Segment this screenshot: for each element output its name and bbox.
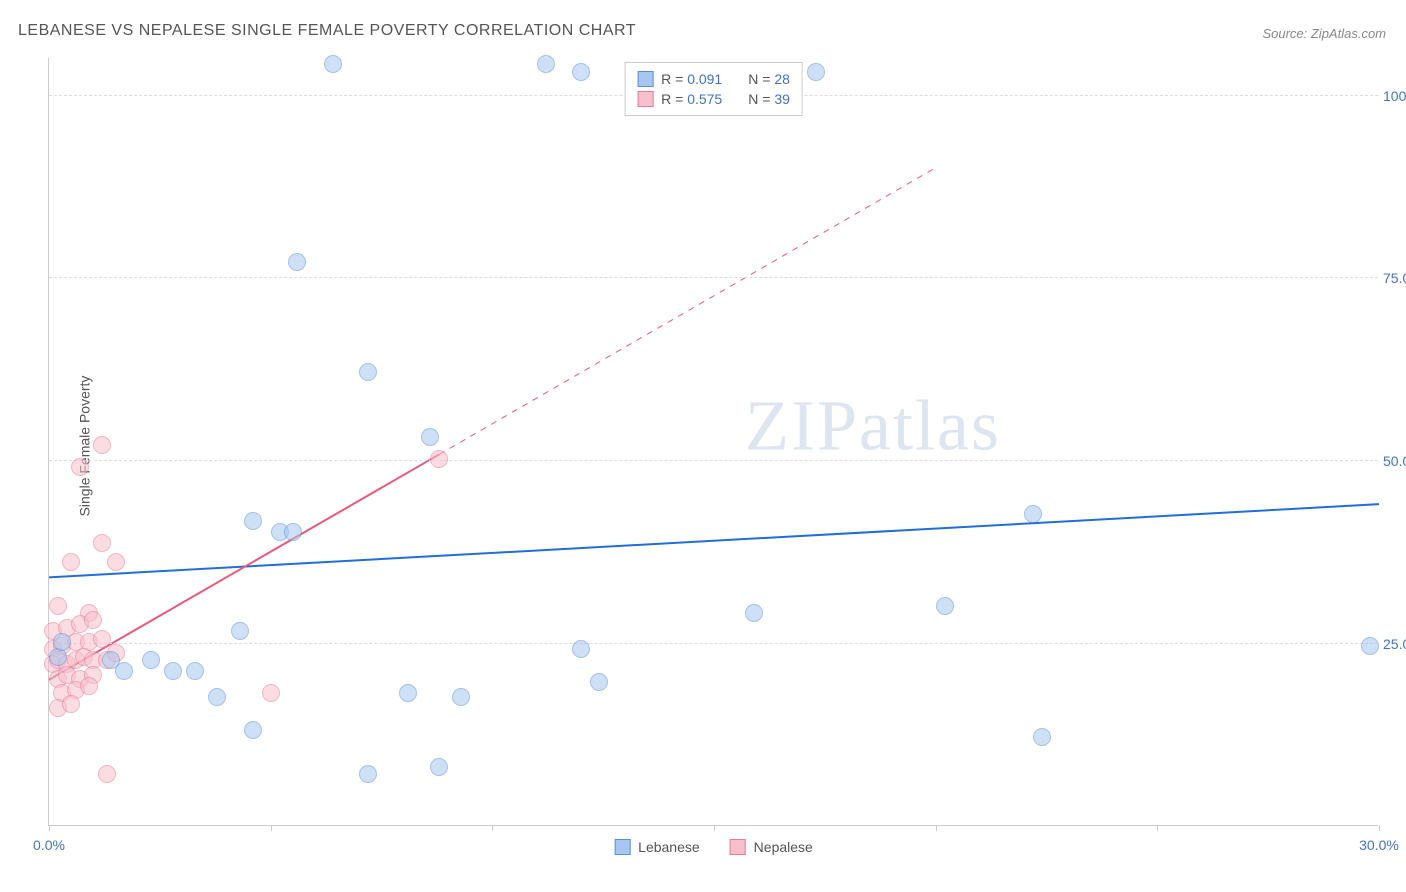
scatter-point-nepalese (62, 553, 80, 571)
scatter-point-lebanese (452, 688, 470, 706)
r-value-lebanese: 0.091 (687, 71, 722, 87)
x-tick (492, 825, 493, 831)
scatter-point-nepalese (98, 765, 116, 783)
legend-item-nepalese: Nepalese (730, 839, 813, 855)
x-tick (714, 825, 715, 831)
swatch-lebanese (637, 71, 653, 87)
scatter-point-lebanese (1024, 505, 1042, 523)
scatter-point-nepalese (84, 611, 102, 629)
gridline: 25.0% (49, 643, 1378, 644)
scatter-point-nepalese (262, 684, 280, 702)
scatter-point-lebanese (572, 640, 590, 658)
x-tick-label: 0.0% (33, 837, 65, 853)
scatter-point-lebanese (1033, 728, 1051, 746)
scatter-point-lebanese (244, 512, 262, 530)
scatter-point-nepalese (49, 597, 67, 615)
n-label: N = 39 (748, 91, 790, 107)
plot-area: ZIPatlas 25.0%50.0%75.0%100.0% 0.0%30.0%… (48, 58, 1378, 826)
legend-stats-row-lebanese: R = 0.091 N = 28 (637, 69, 790, 89)
scatter-point-lebanese (1361, 637, 1379, 655)
gridline: 75.0% (49, 277, 1378, 278)
scatter-point-lebanese (590, 673, 608, 691)
scatter-point-lebanese (807, 63, 825, 81)
scatter-point-nepalese (93, 534, 111, 552)
scatter-point-lebanese (186, 662, 204, 680)
scatter-point-lebanese (164, 662, 182, 680)
x-tick-label: 30.0% (1359, 837, 1399, 853)
scatter-point-lebanese (399, 684, 417, 702)
scatter-point-lebanese (537, 55, 555, 73)
x-tick (49, 825, 50, 831)
chart-title: LEBANESE VS NEPALESE SINGLE FEMALE POVER… (18, 22, 636, 40)
legend-label-lebanese: Lebanese (638, 839, 700, 855)
watermark-logo: ZIPatlas (745, 385, 1001, 468)
x-tick (271, 825, 272, 831)
scatter-point-nepalese (107, 553, 125, 571)
x-tick (1379, 825, 1380, 831)
scatter-point-lebanese (359, 765, 377, 783)
x-tick (1157, 825, 1158, 831)
n-value-nepalese: 39 (774, 91, 790, 107)
legend-stats-row-nepalese: R = 0.575 N = 39 (637, 89, 790, 109)
r-value-nepalese: 0.575 (687, 91, 722, 107)
r-label: R = 0.575 (661, 91, 722, 107)
scatter-point-lebanese (359, 363, 377, 381)
scatter-point-lebanese (421, 428, 439, 446)
legend-item-lebanese: Lebanese (614, 839, 700, 855)
legend-label-nepalese: Nepalese (754, 839, 813, 855)
swatch-nepalese-bottom (730, 839, 746, 855)
scatter-point-lebanese (244, 721, 262, 739)
scatter-point-lebanese (115, 662, 133, 680)
scatter-point-lebanese (288, 253, 306, 271)
scatter-point-nepalese (71, 458, 89, 476)
y-tick-label: 100.0% (1383, 88, 1406, 104)
trend-line (439, 168, 936, 455)
scatter-point-lebanese (208, 688, 226, 706)
source-attribution: Source: ZipAtlas.com (1262, 26, 1386, 41)
swatch-lebanese-bottom (614, 839, 630, 855)
r-label: R = 0.091 (661, 71, 722, 87)
legend-bottom: Lebanese Nepalese (614, 839, 813, 855)
scatter-point-lebanese (572, 63, 590, 81)
watermark-part1: ZIP (745, 386, 859, 466)
scatter-point-lebanese (142, 651, 160, 669)
scatter-point-lebanese (324, 55, 342, 73)
scatter-point-nepalese (62, 695, 80, 713)
legend-stats-box: R = 0.091 N = 28 R = 0.575 N = 39 (624, 62, 803, 116)
n-value-lebanese: 28 (774, 71, 790, 87)
scatter-point-nepalese (430, 450, 448, 468)
y-tick-label: 75.0% (1383, 270, 1406, 286)
gridline: 50.0% (49, 460, 1378, 461)
trend-lines-svg (49, 58, 1379, 826)
watermark-part2: atlas (859, 386, 1001, 466)
y-tick-label: 50.0% (1383, 453, 1406, 469)
scatter-point-nepalese (80, 677, 98, 695)
scatter-point-lebanese (231, 622, 249, 640)
swatch-nepalese (637, 91, 653, 107)
n-label: N = 28 (748, 71, 790, 87)
scatter-point-lebanese (53, 633, 71, 651)
scatter-point-nepalese (93, 436, 111, 454)
scatter-point-lebanese (284, 523, 302, 541)
y-tick-label: 25.0% (1383, 636, 1406, 652)
scatter-point-lebanese (936, 597, 954, 615)
scatter-point-nepalese (93, 630, 111, 648)
scatter-point-lebanese (745, 604, 763, 622)
x-tick (936, 825, 937, 831)
scatter-point-lebanese (430, 758, 448, 776)
